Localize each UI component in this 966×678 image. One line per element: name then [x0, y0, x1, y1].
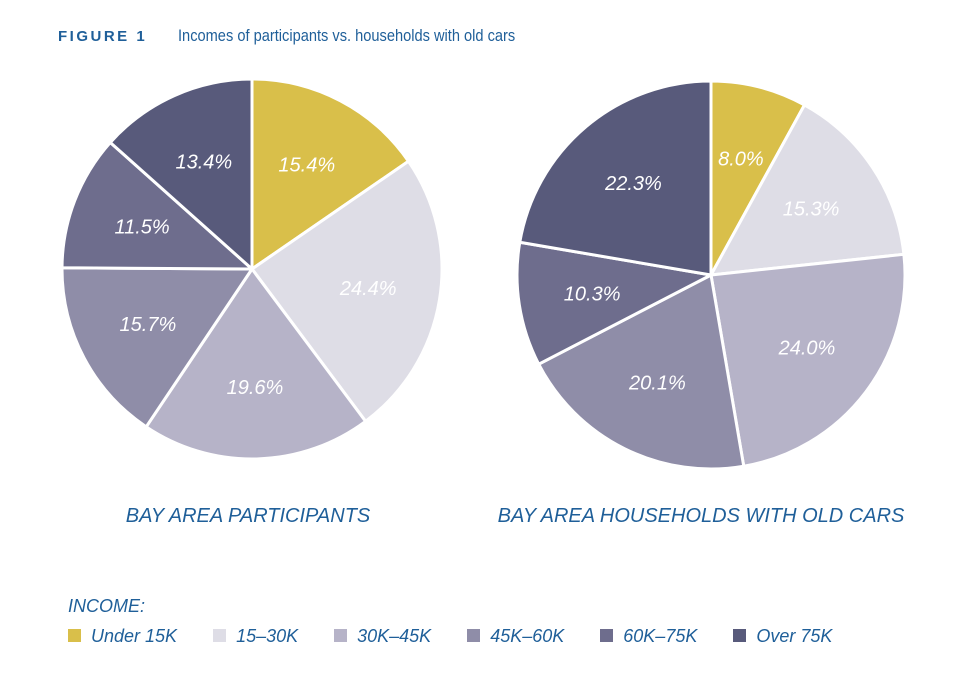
pie-slice [250, 159, 444, 423]
slice-label: 20.1% [628, 373, 686, 395]
legend-swatch [600, 629, 614, 642]
legend-item: Under 15K [68, 626, 177, 647]
slice-label: 22.3% [604, 173, 662, 195]
pie-slice [709, 79, 806, 277]
legend: Under 15K 15–30K 30K–45K 45K–60K 60K–75K Over… [68, 626, 868, 650]
legend-label: 45K–60K [490, 626, 565, 646]
pie-slice [515, 240, 713, 366]
legend-swatch [68, 629, 81, 642]
pie-title-households-old-cars: BAY AREA HOUSEHOLDS WITH OLD CARS [497, 505, 905, 527]
figure-label: FIGURE 1 [58, 27, 148, 45]
legend-label: 15–30K [236, 626, 299, 646]
slice-label: 13.4% [176, 151, 233, 173]
pie-slice [518, 79, 713, 277]
slice-label: 10.3% [564, 283, 621, 305]
slice-label: 15.4% [278, 155, 335, 177]
legend-label: 60K–75K [623, 626, 698, 646]
slice-label: 11.5% [114, 217, 169, 239]
slice-label: 15.3% [783, 198, 840, 220]
pie-slice [250, 77, 410, 271]
pie-chart-households-old-cars: 8.0% 15.3% 24.0% 20.1% 10.3% 22.3% [515, 79, 907, 471]
legend-swatch [334, 629, 348, 642]
pie-slice [60, 266, 254, 429]
legend-label: Over 75K [756, 626, 833, 646]
slice-label: 19.6% [227, 377, 284, 399]
legend-item: 15–30K [213, 626, 298, 647]
pie-chart-participants: 15.4% 24.4% 19.6% 15.7% 11.5% 13.4% [60, 77, 444, 461]
legend-swatch [467, 629, 481, 642]
pie-slice [537, 273, 746, 471]
legend-item: Over 75K [733, 626, 832, 647]
pie-slice [108, 77, 254, 271]
pie-title-participants: BAY AREA PARTICIPANTS [125, 505, 371, 527]
pie-slice [709, 103, 906, 277]
legend-item: 45K–60K [467, 626, 564, 647]
slice-label: 24.4% [339, 278, 397, 300]
legend-swatch [733, 629, 747, 642]
pie-slice [144, 267, 368, 461]
legend-title: INCOME: [68, 596, 146, 616]
slice-label: 15.7% [120, 314, 177, 336]
legend-swatch [213, 629, 227, 642]
pie-slice [60, 140, 254, 271]
legend-item: 60K–75K [600, 626, 697, 647]
slice-label: 24.0% [778, 338, 836, 360]
figure-title: Incomes of participants vs. households w… [177, 26, 515, 45]
figure-header: FIGURE 1 Incomes of participants vs. hou… [58, 26, 570, 52]
slice-label: 8.0% [718, 148, 764, 170]
legend-item: 30K–45K [334, 626, 431, 647]
pie-slice [709, 252, 907, 468]
legend-label: Under 15K [91, 626, 178, 646]
legend-label: 30K–45K [357, 626, 432, 646]
